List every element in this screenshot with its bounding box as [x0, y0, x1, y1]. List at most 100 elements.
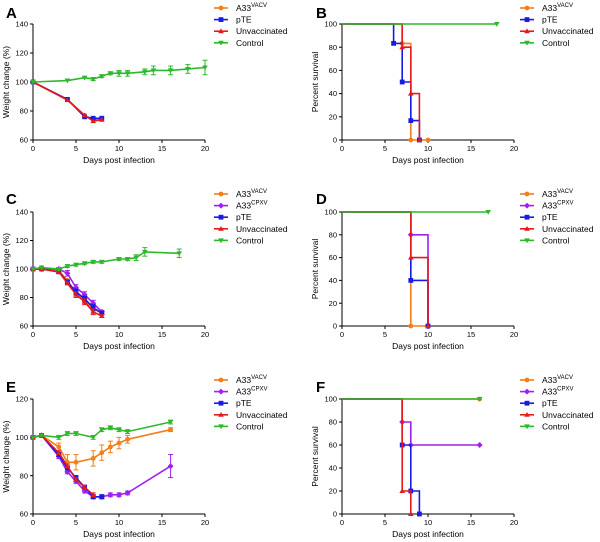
legend-marker: [524, 28, 530, 34]
x-tick-label: 0: [31, 330, 35, 339]
x-axis-title: Days post infection: [83, 155, 155, 165]
legend-label: Control: [236, 235, 264, 245]
legend-label: A33CPXV: [236, 201, 267, 211]
legend-item: Unvaccinated: [214, 410, 288, 420]
data-point: [64, 97, 71, 103]
legend-label: A33VACV: [542, 189, 573, 199]
y-tick-label: 20: [329, 112, 337, 121]
legend-item: Control: [214, 421, 264, 431]
data-point: [56, 435, 62, 441]
data-point: [90, 77, 96, 82]
legend-item: A33VACV: [214, 189, 267, 199]
legend-item: Unvaccinated: [520, 224, 594, 234]
data-point: [90, 118, 96, 124]
legend-label: A33VACV: [542, 375, 573, 385]
survival-step-line: [342, 398, 480, 446]
y-tick-label: 40: [329, 464, 337, 473]
x-axis-title: Days post infection: [83, 529, 155, 539]
panel-A: A 0 5 10 15 20 60 80 100 120 140 Days post infectio…: [1, 3, 288, 165]
data-point: [64, 431, 71, 437]
y-tick-label: 20: [329, 487, 337, 496]
y-tick-label: 20: [329, 299, 337, 308]
data-point: [99, 450, 105, 456]
y-tick-label: 100: [15, 433, 28, 442]
survival-step-line: [342, 398, 421, 514]
data-point: [167, 68, 174, 74]
y-tick-label: 120: [15, 236, 28, 245]
series-pte: [342, 211, 431, 329]
legend-label-main: pTE: [236, 398, 252, 408]
legend-marker: [218, 377, 224, 383]
legend-label-superscript: VACV: [557, 189, 573, 195]
data-point: [408, 254, 414, 260]
y-tick-label: 60: [20, 322, 28, 331]
y-axis-title: Percent survival: [310, 426, 320, 487]
legend-label-main: A33: [542, 189, 557, 199]
y-tick-label: 80: [329, 418, 337, 427]
legend-label-main: A33: [236, 375, 251, 385]
data-point: [90, 259, 96, 265]
legend-marker: [218, 202, 224, 209]
x-tick-label: 10: [115, 330, 123, 339]
data-point: [107, 425, 114, 431]
x-tick-label: 20: [201, 330, 209, 339]
legend-item: pTE: [214, 15, 252, 25]
panel-letter: F: [316, 379, 325, 396]
legend-marker: [524, 412, 530, 417]
legend-label: Control: [236, 421, 264, 431]
series-pte: [342, 398, 422, 517]
data-point: [168, 427, 174, 433]
y-tick-label: 0: [333, 322, 337, 331]
data-point: [150, 68, 157, 74]
legend-label-superscript: VACV: [557, 375, 573, 381]
data-point: [107, 71, 114, 77]
data-point: [64, 270, 71, 277]
legend-label-main: Control: [542, 38, 570, 48]
series-a33-cpxv: [342, 211, 431, 329]
data-point: [125, 436, 130, 442]
data-point: [476, 397, 483, 402]
data-point: [73, 262, 79, 268]
data-point: [90, 308, 96, 314]
legend-item: A33CPXV: [214, 201, 267, 211]
data-point: [107, 491, 114, 498]
y-tick-label: 60: [20, 136, 28, 145]
x-tick-label: 15: [158, 330, 166, 339]
legend-marker: [524, 400, 530, 406]
data-point: [38, 433, 45, 439]
legend-marker: [524, 377, 530, 383]
legend-label-main: Unvaccinated: [236, 410, 288, 420]
x-tick-label: 5: [74, 144, 78, 153]
data-point: [399, 79, 405, 85]
survival-step-line: [342, 398, 412, 514]
legend-label-main: Control: [542, 421, 570, 431]
y-axis-title: Weight change (%): [1, 420, 11, 492]
legend-marker: [524, 238, 530, 244]
legend-marker: [524, 424, 530, 430]
data-point: [99, 313, 105, 319]
data-point: [116, 427, 122, 433]
x-tick-label: 15: [467, 144, 475, 153]
data-point: [38, 265, 45, 271]
legend-item: pTE: [214, 398, 252, 408]
y-tick-label: 120: [15, 395, 28, 404]
legend-label: Unvaccinated: [542, 26, 594, 36]
legend-marker: [524, 226, 530, 231]
x-tick-label: 0: [31, 518, 35, 527]
series-control: [342, 22, 500, 27]
panel-E: E 0 5 10 15 20 60 80 100 120 Days post infection We…: [1, 375, 288, 539]
legend-item: Unvaccinated: [214, 26, 288, 36]
data-point: [176, 251, 182, 257]
x-tick-label: 10: [424, 330, 432, 339]
legend-label-main: pTE: [236, 212, 252, 222]
x-tick-label: 10: [424, 144, 432, 153]
legend-label-main: Control: [236, 421, 264, 431]
y-tick-label: 80: [20, 107, 28, 116]
x-tick-label: 10: [115, 144, 123, 153]
series-control: [30, 247, 182, 272]
